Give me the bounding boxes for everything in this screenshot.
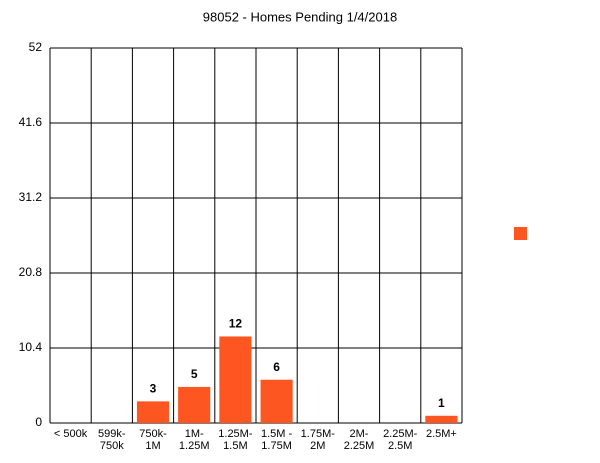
x-tick-label: 2.25M-2.5M (383, 428, 418, 452)
value-label: 3 (150, 382, 157, 396)
legend-swatch (514, 227, 527, 240)
x-tick-label: 599k-750k (98, 428, 126, 452)
x-tick-label: 1.5M -1.75M (261, 428, 293, 452)
y-tick-label: 0 (35, 415, 42, 429)
value-label: 12 (229, 317, 243, 331)
x-tick-label: 1M-1.25M (179, 428, 210, 452)
bar (178, 386, 211, 423)
bar (219, 336, 252, 423)
value-label: 5 (191, 367, 198, 381)
bar (260, 379, 293, 423)
value-label: 1 (438, 396, 445, 410)
y-tick-label: 41.6 (19, 115, 43, 129)
y-tick-label: 10.4 (19, 340, 43, 354)
value-label: 6 (273, 360, 280, 374)
x-tick-label: 2.5M+ (426, 428, 457, 440)
y-tick-label: 31.2 (19, 190, 43, 204)
chart-title: 98052 - Homes Pending 1/4/2018 (203, 9, 397, 24)
x-tick-label: 1.75M-2M (301, 428, 336, 452)
y-tick-label: 52 (29, 40, 43, 54)
x-tick-label: 1.25M-1.5M (218, 428, 253, 452)
x-tick-label: < 500k (54, 428, 88, 440)
bar (136, 401, 170, 423)
bar (425, 415, 458, 423)
y-tick-label: 20.8 (19, 265, 43, 279)
x-tick-label: 750k-1M (139, 428, 167, 452)
x-tick-label: 2M-2.25M (344, 428, 375, 452)
